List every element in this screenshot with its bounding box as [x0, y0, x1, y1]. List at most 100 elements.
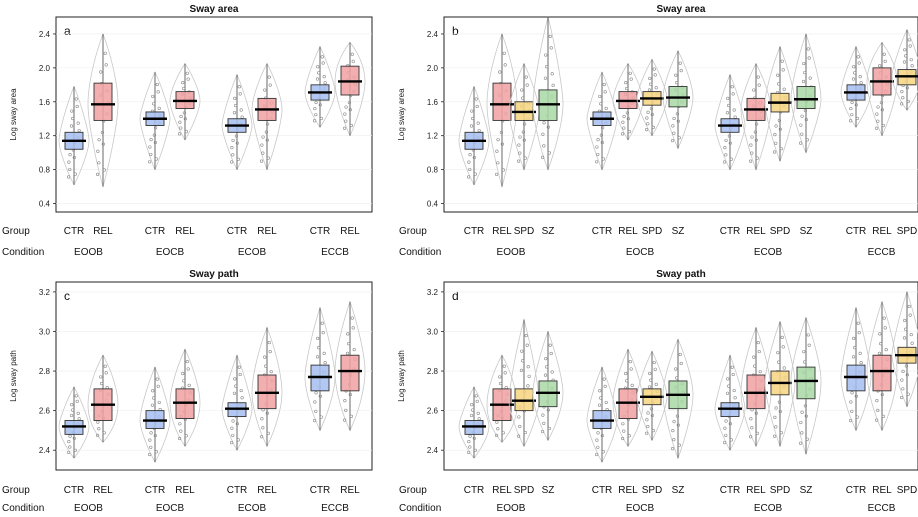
data-point: [230, 160, 234, 164]
data-point: [851, 77, 856, 81]
data-point: [724, 419, 728, 423]
group-label: CTR: [145, 226, 166, 237]
group-label: REL: [872, 226, 892, 237]
data-point: [544, 357, 548, 361]
box-ecob-ctr: [221, 73, 253, 171]
data-point: [343, 418, 347, 422]
data-point: [154, 126, 158, 130]
data-point: [753, 364, 757, 368]
data-point: [314, 100, 318, 105]
group-label: SPD: [642, 226, 663, 237]
data-point: [675, 81, 679, 85]
data-point: [521, 359, 525, 363]
data-point: [235, 141, 239, 145]
data-point: [265, 411, 269, 415]
data-point: [540, 155, 545, 159]
data-point: [904, 364, 909, 368]
data-point: [313, 419, 317, 423]
panel-d: Sway path d Log sway path 2.4 2.6 2.8 3.0 3.2 Gr…: [397, 269, 918, 514]
data-point: [267, 75, 271, 79]
group-label: CTR: [310, 485, 331, 496]
data-point: [234, 103, 238, 108]
data-point: [899, 395, 904, 400]
data-point: [471, 408, 475, 412]
box-ecob-rel: [251, 326, 283, 448]
condition-label: EOOB: [497, 503, 526, 514]
data-point: [652, 360, 656, 365]
violin-outline: [714, 354, 746, 452]
data-point: [723, 146, 727, 150]
violin-outline: [891, 28, 918, 111]
data-point: [318, 394, 322, 398]
data-point: [906, 392, 910, 396]
data-point: [908, 313, 912, 317]
condition-label: EOOB: [74, 503, 103, 514]
y-tick-label: 1.2: [39, 132, 51, 141]
box-eccb-ctr: [840, 306, 872, 432]
data-point: [670, 447, 675, 451]
data-point: [854, 103, 858, 107]
data-point: [777, 400, 782, 404]
box-eoob-ctr: [458, 85, 490, 186]
condition-label: EOCB: [156, 247, 185, 258]
box-iqr: [492, 82, 512, 121]
data-point: [781, 345, 785, 349]
data-point: [545, 65, 549, 69]
data-point: [779, 431, 783, 435]
data-point: [598, 389, 602, 393]
data-point: [800, 431, 804, 435]
data-point: [346, 332, 350, 336]
group-label: CTR: [227, 226, 248, 237]
box-eocb-rel: [612, 62, 644, 141]
group-label: REL: [746, 226, 766, 237]
data-point: [727, 103, 731, 108]
data-point: [347, 342, 351, 346]
data-point: [755, 156, 759, 160]
data-point: [521, 96, 525, 100]
condition-label: EOOB: [497, 247, 526, 258]
data-point: [157, 400, 161, 405]
data-point: [179, 126, 183, 130]
y-tick-label: 0.4: [39, 200, 51, 209]
box-eocb-rel: [169, 348, 201, 447]
data-point: [472, 155, 476, 160]
data-point: [154, 450, 158, 454]
data-point: [469, 124, 474, 128]
box-ecob-sz: [790, 32, 822, 154]
data-point: [600, 126, 605, 130]
data-point: [599, 396, 603, 400]
group-label: CTR: [720, 226, 741, 237]
data-point: [882, 52, 886, 56]
data-point: [153, 434, 157, 438]
data-point: [66, 175, 71, 179]
data-point: [541, 413, 545, 417]
panel-label: a: [64, 24, 71, 38]
data-point: [351, 59, 355, 63]
data-point: [260, 435, 264, 439]
data-point: [231, 153, 235, 157]
data-point: [182, 111, 186, 115]
violin-outline: [169, 62, 201, 141]
data-point: [672, 116, 676, 121]
data-point: [526, 365, 530, 369]
data-point: [70, 403, 74, 407]
data-point: [268, 349, 272, 354]
violin-outline: [532, 16, 564, 171]
data-point: [67, 440, 71, 444]
box-ecob-ctr: [714, 354, 746, 452]
box-iqr: [796, 366, 816, 400]
violin-outline: [891, 290, 918, 408]
box-eccb-rel: [334, 41, 366, 137]
box-eocb-rel: [612, 348, 644, 447]
data-point: [852, 65, 856, 69]
data-point: [905, 86, 909, 90]
data-point: [347, 101, 352, 105]
data-point: [594, 452, 599, 457]
data-point: [879, 101, 884, 105]
data-point: [625, 86, 629, 91]
data-point: [649, 407, 654, 411]
violin-outline: [508, 62, 540, 171]
data-point: [778, 127, 782, 131]
data-point: [467, 450, 471, 455]
data-point: [95, 172, 100, 176]
